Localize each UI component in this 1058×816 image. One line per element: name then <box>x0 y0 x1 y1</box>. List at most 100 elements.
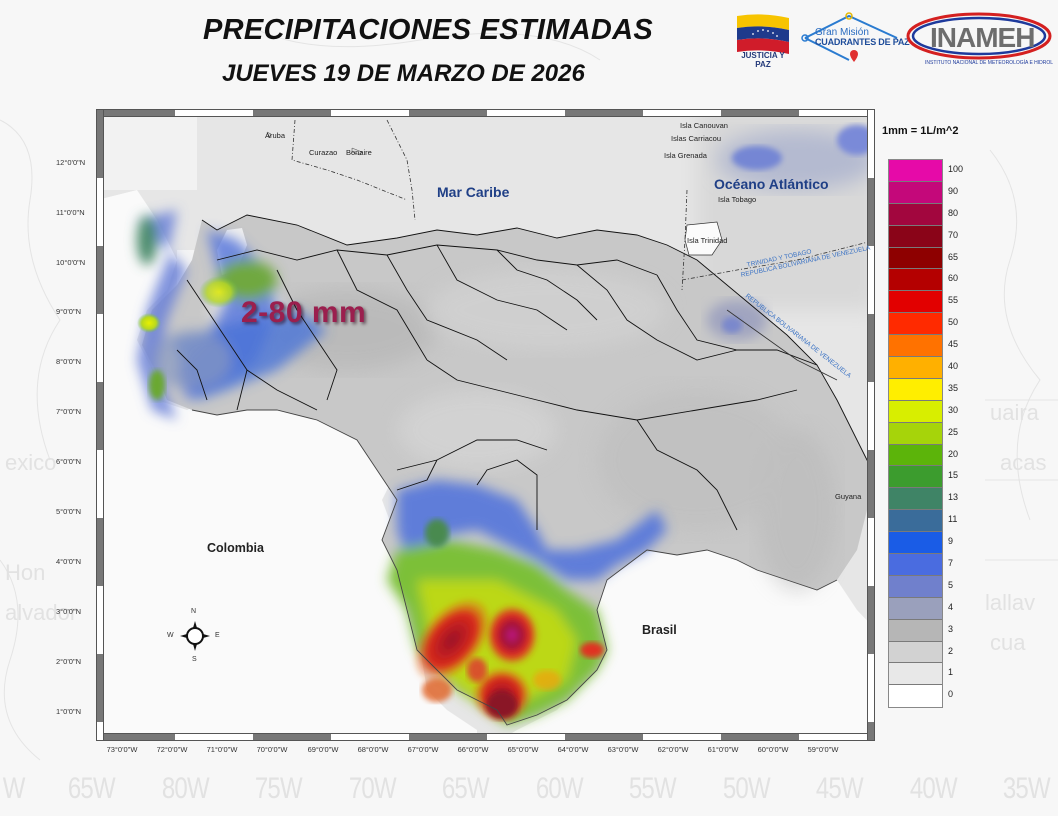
legend-value: 90 <box>948 185 959 196</box>
legend-swatch <box>889 181 942 204</box>
legend-swatch <box>889 269 942 292</box>
page-subtitle-date: JUEVES 19 DE MARZO DE 2026 <box>222 60 585 87</box>
lat-label: 4°0'0"N <box>56 557 82 566</box>
legend-swatch <box>889 225 942 248</box>
legend-value: 100 <box>948 164 964 174</box>
legend-swatch <box>889 532 942 555</box>
label-brasil: Brasil <box>642 623 677 637</box>
legend-value: 13 <box>948 492 959 503</box>
legend-value: 55 <box>948 295 959 306</box>
label-oceano-atlantico: Océano Atlántico <box>714 176 829 192</box>
frame-band-bottom <box>97 733 874 740</box>
svg-text:alvador: alvador <box>5 600 77 625</box>
legend-color-bar <box>888 159 943 709</box>
watermark-label: 60W <box>535 772 584 805</box>
legend-swatch <box>889 335 942 358</box>
legend-value: 70 <box>948 229 959 240</box>
legend-value: 50 <box>948 317 959 328</box>
legend-value: 35 <box>948 382 959 393</box>
lat-label: 5°0'0"N <box>56 507 82 516</box>
legend-swatch <box>889 619 942 642</box>
legend-swatch <box>889 597 942 620</box>
watermark-label: 70W <box>348 772 397 805</box>
legend-swatch <box>889 444 942 467</box>
compass-rose: N S E W <box>165 605 225 665</box>
lon-label: 73°0'0"W <box>106 745 138 754</box>
legend-swatch <box>889 488 942 511</box>
lon-label: 61°0'0"W <box>707 745 739 754</box>
cuadrantes-logo <box>801 12 898 62</box>
watermark-longitude-labels: W 65W 80W 75W 70W 65W 60W 55W 50W 45W 40… <box>0 772 1058 812</box>
legend-value: 40 <box>948 361 959 372</box>
legend-value: 0 <box>948 689 954 700</box>
frame-band-right <box>867 110 874 740</box>
lat-label: 2°0'0"N <box>56 657 82 666</box>
legend-unit-label: 1mm = 1L/m^2 <box>882 125 959 137</box>
legend-swatch <box>889 160 942 182</box>
legend-value: 7 <box>948 558 954 569</box>
legend-swatch <box>889 247 942 270</box>
watermark-label: 80W <box>161 772 210 805</box>
label-mar-caribe: Mar Caribe <box>437 184 510 200</box>
place-carriacou: Islas Carriacou <box>671 134 722 143</box>
justicia-logo-text: JUSTICIA Y PAZ <box>741 51 785 69</box>
place-grenada: Isla Grenada <box>664 151 707 160</box>
svg-text:Hon: Hon <box>5 560 45 585</box>
inameh-logo: INSTITUTO NACIONAL DE METEOROLOGÍA E HID… <box>906 12 1053 66</box>
lon-label: 67°0'0"W <box>407 745 439 754</box>
watermark-label: 65W <box>68 772 116 805</box>
lat-label: 6°0'0"N <box>56 457 82 466</box>
legend-value-labels: 100 90 80 70 65 60 55 50 45 40 35 30 25 20 15 13 11 9 7 5 4 3… <box>948 159 963 706</box>
watermark-label: 55W <box>629 772 677 805</box>
precipitation-map <box>96 109 875 741</box>
frame-band-top <box>97 110 874 117</box>
legend-swatch <box>889 575 942 598</box>
legend-swatch <box>889 203 942 226</box>
lat-label: 1°0'0"N <box>56 707 82 716</box>
inameh-logo-text: INAMEH <box>930 22 1035 53</box>
compass-n: N <box>191 608 197 615</box>
legend-value: 1 <box>948 667 954 678</box>
legend-swatch <box>889 422 942 445</box>
legend-swatch <box>889 510 942 533</box>
legend-swatch <box>889 663 942 686</box>
lon-label: 72°0'0"W <box>156 745 188 754</box>
lon-label: 69°0'0"W <box>307 745 339 754</box>
legend-swatch <box>889 357 942 379</box>
legend-value: 15 <box>948 470 959 481</box>
watermark-label: 65W <box>442 772 490 805</box>
lat-label: 3°0'0"N <box>56 607 82 616</box>
legend-value: 5 <box>948 579 954 590</box>
lon-label: 70°0'0"W <box>256 745 288 754</box>
lat-label: 7°0'0"N <box>56 407 82 416</box>
compass-icon <box>180 621 210 651</box>
lon-label: 64°0'0"W <box>557 745 589 754</box>
lon-label: 71°0'0"W <box>206 745 238 754</box>
lon-label: 68°0'0"W <box>357 745 389 754</box>
place-canouvan: Isla Canouvan <box>680 121 728 130</box>
lat-label: 9°0'0"N <box>56 307 82 316</box>
svg-text:acas: acas <box>1000 450 1046 475</box>
cuadrantes-logo-line2: CUADRANTES DE PAZ <box>815 37 910 47</box>
frame-band-left <box>97 110 104 740</box>
compass-e: E <box>215 632 220 639</box>
lat-label: 10°0'0"N <box>56 258 86 267</box>
lon-label: 63°0'0"W <box>607 745 639 754</box>
legend-swatch <box>889 641 942 664</box>
legend-swatch <box>889 378 942 401</box>
lon-label: 60°0'0"W <box>757 745 789 754</box>
watermark-label: 50W <box>722 772 771 805</box>
legend-swatch <box>889 313 942 336</box>
legend-value: 25 <box>948 426 959 437</box>
legend-value: 3 <box>948 623 954 634</box>
lat-label: 8°0'0"N <box>56 357 82 366</box>
legend-value: 11 <box>948 514 958 525</box>
watermark-label: 35W <box>1003 772 1051 805</box>
legend-swatch <box>889 400 942 423</box>
svg-text:cua: cua <box>990 630 1026 655</box>
map-canvas <box>97 110 874 740</box>
watermark-label: 45W <box>816 772 864 805</box>
compass-w: W <box>167 632 174 639</box>
svg-text:lallav: lallav <box>985 590 1035 615</box>
